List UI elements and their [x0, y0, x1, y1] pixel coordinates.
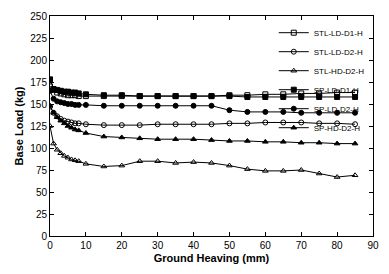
svg-text:225: 225 [30, 33, 47, 44]
svg-text:50: 50 [36, 187, 48, 198]
svg-text:75: 75 [36, 165, 48, 176]
svg-text:STL-HD-D2-H: STL-HD-D2-H [314, 67, 364, 76]
svg-text:0: 0 [47, 240, 53, 251]
svg-text:100: 100 [30, 143, 47, 154]
svg-text:80: 80 [332, 240, 344, 251]
svg-text:STL-LD-D1-H: STL-LD-D1-H [314, 29, 363, 38]
svg-text:SP-LD-D2-H: SP-LD-D2-H [314, 105, 359, 114]
svg-text:50: 50 [224, 240, 236, 251]
svg-text:STL-LD-D2-H: STL-LD-D2-H [314, 48, 363, 57]
svg-text:25: 25 [36, 209, 48, 220]
svg-text:175: 175 [30, 77, 47, 88]
svg-text:SP-LD-D1-H: SP-LD-D1-H [314, 86, 359, 95]
svg-text:20: 20 [116, 240, 128, 251]
svg-text:60: 60 [260, 240, 272, 251]
svg-text:125: 125 [30, 121, 47, 132]
svg-text:SP-HD-D2-H: SP-HD-D2-H [314, 124, 360, 133]
svg-text:Base Load (kg): Base Load (kg) [13, 86, 25, 165]
svg-text:30: 30 [152, 240, 164, 251]
svg-text:40: 40 [188, 240, 200, 251]
svg-text:0: 0 [41, 231, 47, 242]
svg-text:200: 200 [30, 55, 47, 66]
svg-text:250: 250 [30, 11, 47, 22]
svg-text:Ground Heaving (mm): Ground Heaving (mm) [154, 252, 270, 264]
svg-text:70: 70 [296, 240, 308, 251]
svg-text:150: 150 [30, 99, 47, 110]
svg-text:90: 90 [367, 240, 379, 251]
svg-text:10: 10 [80, 240, 92, 251]
